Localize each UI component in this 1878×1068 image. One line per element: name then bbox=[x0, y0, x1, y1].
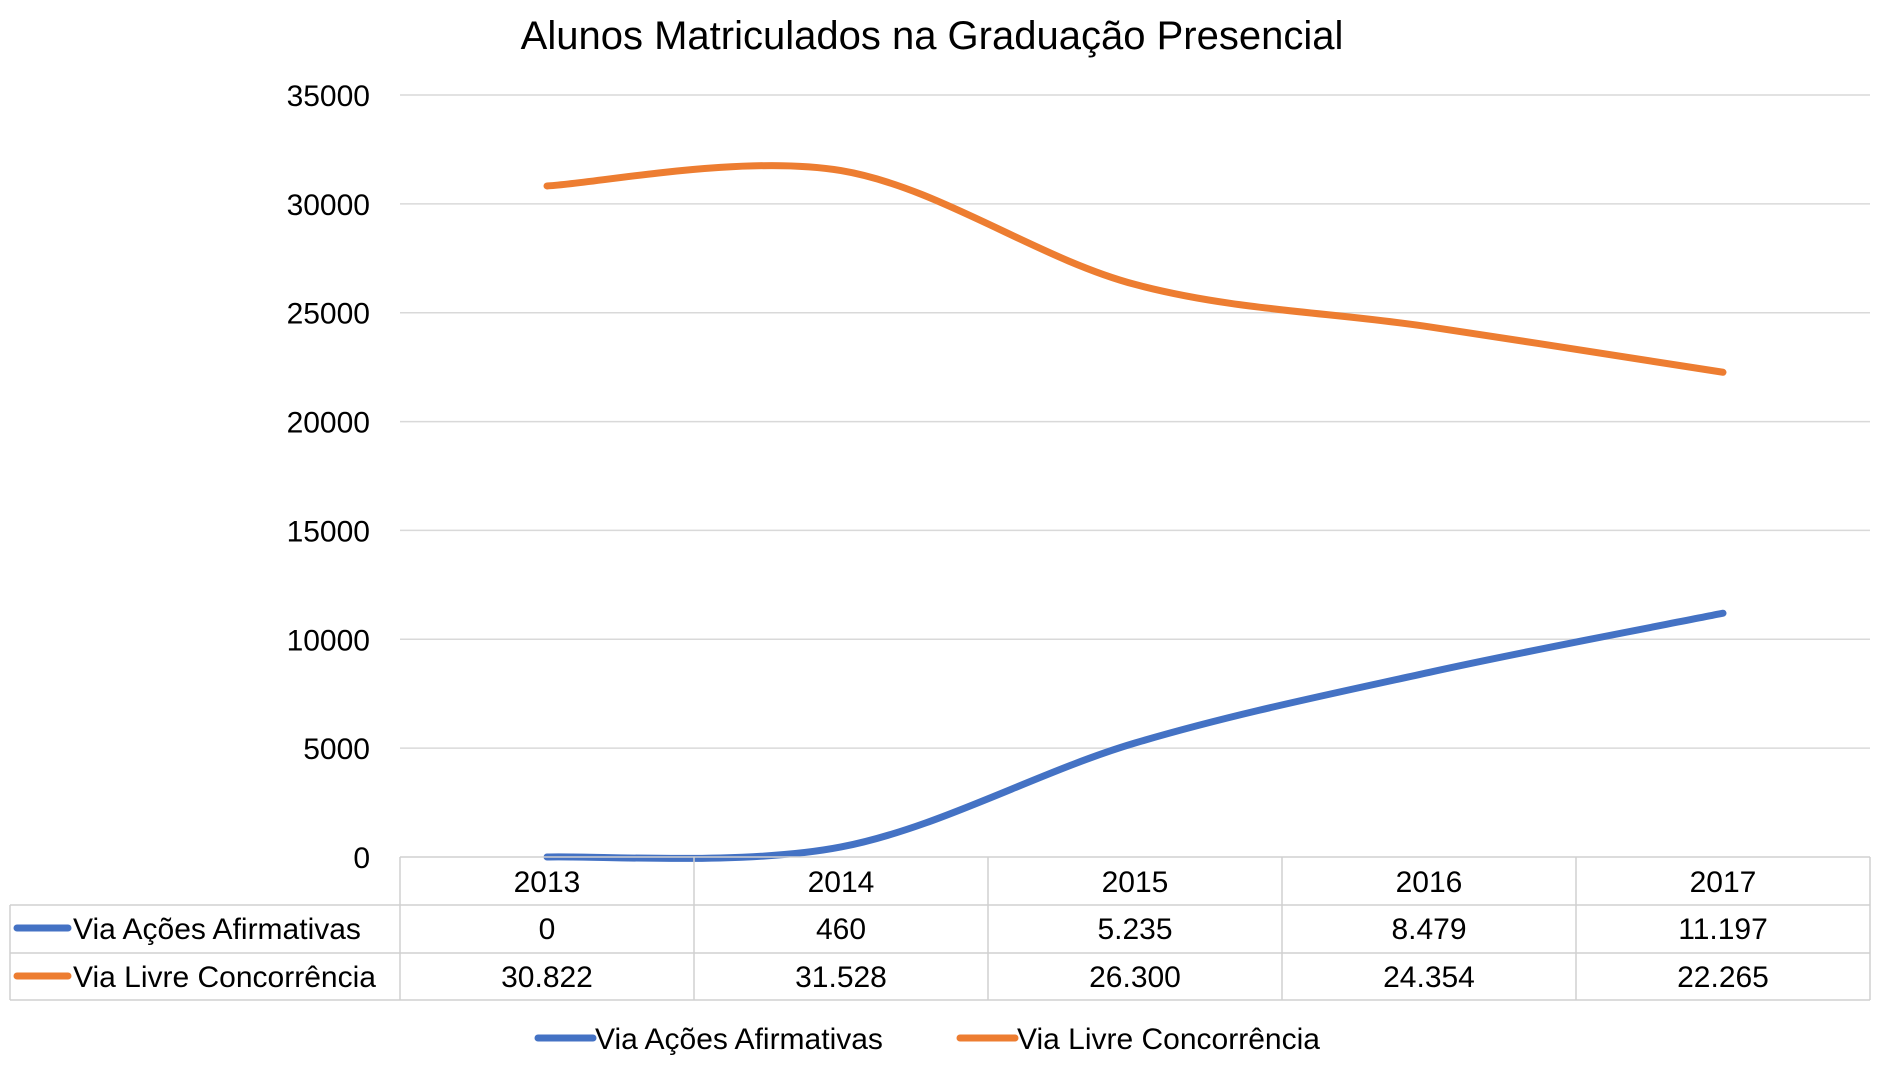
table-row-label: Via Ações Afirmativas bbox=[73, 913, 361, 946]
y-tick-label: 5000 bbox=[303, 733, 370, 766]
data-point bbox=[546, 185, 548, 187]
data-point bbox=[840, 846, 842, 848]
data-table: 2013 2014 2015 2016 2017 Via Ações Afirmativa… bbox=[9, 856, 1871, 1001]
x-tick-label: 2013 bbox=[514, 866, 581, 899]
table-cell: 8.479 bbox=[1391, 913, 1466, 946]
table-cell: 5.235 bbox=[1097, 913, 1172, 946]
y-axis: 0 5000 10000 15000 20000 25000 30000 35000 bbox=[287, 80, 370, 875]
y-tick-label: 0 bbox=[353, 842, 370, 875]
y-tick-label: 10000 bbox=[287, 624, 370, 657]
data-point bbox=[1722, 371, 1724, 373]
y-tick-label: 15000 bbox=[287, 515, 370, 548]
series-line-2 bbox=[543, 162, 1727, 376]
table-cell: 22.265 bbox=[1677, 961, 1769, 994]
y-tick-label: 20000 bbox=[287, 407, 370, 440]
chart-title: Alunos Matriculados na Graduação Presenc… bbox=[521, 14, 1344, 58]
data-point bbox=[1134, 742, 1136, 744]
data-point bbox=[1428, 326, 1430, 328]
x-tick-label: 2016 bbox=[1396, 866, 1463, 899]
legend: Via Ações Afirmativas Via Livre Concorrên… bbox=[534, 1023, 1320, 1056]
x-tick-label: 2017 bbox=[1690, 866, 1757, 899]
y-tick-label: 30000 bbox=[287, 189, 370, 222]
legend-label: Via Ações Afirmativas bbox=[595, 1023, 883, 1056]
table-cell: 26.300 bbox=[1089, 961, 1181, 994]
series-line-1 bbox=[543, 609, 1727, 862]
table-cell: 0 bbox=[539, 913, 556, 946]
x-tick-label: 2014 bbox=[808, 866, 875, 899]
y-tick-label: 35000 bbox=[287, 80, 370, 113]
table-cell: 31.528 bbox=[795, 961, 887, 994]
legend-label: Via Livre Concorrência bbox=[1017, 1023, 1320, 1056]
data-point bbox=[1428, 671, 1430, 673]
data-point bbox=[1722, 612, 1724, 614]
y-tick-label: 25000 bbox=[287, 298, 370, 331]
data-point bbox=[1134, 283, 1136, 285]
table-cell: 11.197 bbox=[1678, 913, 1768, 946]
table-row-label: Via Livre Concorrência bbox=[73, 961, 376, 994]
table-cell: 24.354 bbox=[1383, 961, 1475, 994]
plot-area bbox=[543, 162, 1727, 862]
x-tick-label: 2015 bbox=[1102, 866, 1169, 899]
table-cell: 460 bbox=[816, 913, 866, 946]
gridlines bbox=[400, 94, 1870, 749]
table-cell: 30.822 bbox=[501, 961, 593, 994]
data-point bbox=[840, 170, 842, 172]
